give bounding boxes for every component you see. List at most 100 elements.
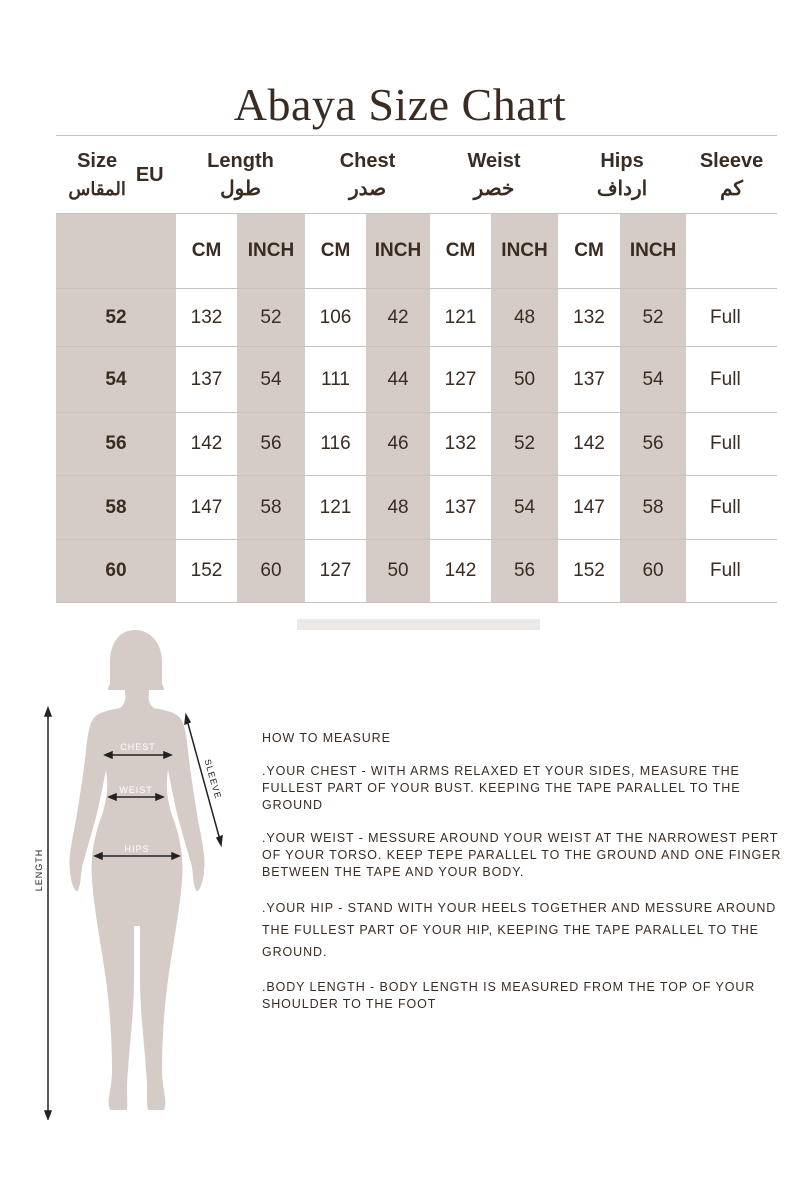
- cell-size: 60: [56, 539, 176, 603]
- weist-label-ar: خصر: [473, 177, 515, 200]
- howto-chest: .YOUR CHEST - WITH ARMS RELAXED ET YOUR …: [262, 764, 741, 812]
- cell-length-in: 58: [237, 475, 305, 540]
- unit-cm: CM: [305, 213, 366, 289]
- cell-chest-cm: 106: [305, 288, 366, 347]
- hips-label: Hips: [600, 149, 644, 172]
- howto-weist: .YOUR WEIST - MESSURE AROUND YOUR WEIST …: [262, 831, 782, 879]
- hips-figure-label: HIPS: [124, 844, 149, 854]
- table-row: 52 132 52 106 42 121 48 132 52 Full: [56, 288, 778, 347]
- cell-length-in: 52: [237, 288, 305, 347]
- howto-length: .BODY LENGTH - BODY LENGTH IS MEASURED F…: [262, 980, 756, 1011]
- cell-chest-in: 48: [366, 475, 431, 540]
- divider-bar: [297, 619, 540, 630]
- page-title: Abaya Size Chart: [233, 79, 567, 130]
- header-length: Length طول: [176, 135, 305, 214]
- weist-label: Weist: [467, 149, 521, 172]
- cell-weist-in: 54: [491, 475, 559, 540]
- size-label-ar: المقاس: [68, 178, 126, 199]
- eu-label: EU: [135, 163, 164, 186]
- cell-chest-in: 42: [366, 288, 431, 347]
- cell-weist-in: 52: [491, 412, 559, 476]
- cell-weist-cm: 142: [430, 539, 492, 603]
- cell-hips-in: 52: [620, 288, 687, 347]
- cell-sleeve: Full: [686, 412, 778, 476]
- header-size: Size المقاس EU: [56, 135, 176, 214]
- cell-chest-in: 44: [366, 346, 431, 413]
- cell-weist-cm: 127: [430, 346, 492, 413]
- howto-hip: .YOUR HIP - STAND WITH YOUR HEELS TOGETH…: [262, 901, 777, 959]
- header-weist: Weist خصر: [430, 135, 559, 214]
- cell-length-cm: 137: [176, 346, 237, 413]
- body-silhouette: [69, 630, 205, 1110]
- cell-weist-cm: 137: [430, 475, 492, 540]
- size-chart-table: Size المقاس EU Length طول Chest صدر Weist خصر…: [56, 135, 778, 603]
- howto-heading: HOW TO MEASURE: [262, 731, 391, 745]
- table-row: 54 137 54 111 44 127 50 137 54 Full: [56, 346, 778, 413]
- cell-hips-in: 58: [620, 475, 687, 540]
- header-row: Size المقاس EU Length طول Chest صدر Weist خصر…: [56, 135, 778, 214]
- cell-size: 52: [56, 288, 176, 347]
- cell-weist-in: 48: [491, 288, 559, 347]
- cell-sleeve: Full: [686, 288, 778, 347]
- weist-figure-label: WEIST: [119, 785, 153, 795]
- unit-empty: [56, 213, 176, 289]
- header-chest: Chest صدر: [305, 135, 431, 214]
- unit-inch: INCH: [491, 213, 559, 289]
- cell-chest-in: 46: [366, 412, 431, 476]
- how-to-measure: HOW TO MEASURE .YOUR CHEST - WITH ARMS R…: [262, 730, 792, 1029]
- unit-cm: CM: [176, 213, 237, 289]
- table-row: 58 147 58 121 48 137 54 147 58 Full: [56, 475, 778, 540]
- cell-sleeve: Full: [686, 475, 778, 540]
- cell-hips-in: 54: [620, 346, 687, 413]
- cell-length-cm: 147: [176, 475, 237, 540]
- chest-figure-label: CHEST: [120, 742, 156, 752]
- cell-chest-cm: 121: [305, 475, 366, 540]
- cell-hips-cm: 137: [558, 346, 621, 413]
- cell-length-in: 56: [237, 412, 305, 476]
- sleeve-figure-label: SLEEVE: [202, 758, 223, 800]
- cell-chest-cm: 111: [305, 346, 366, 413]
- cell-hips-cm: 132: [558, 288, 621, 347]
- cell-length-cm: 142: [176, 412, 237, 476]
- unit-cm: CM: [430, 213, 492, 289]
- cell-hips-in: 60: [620, 539, 687, 603]
- cell-hips-in: 56: [620, 412, 687, 476]
- cell-hips-cm: 147: [558, 475, 621, 540]
- sleeve-label: Sleeve: [699, 149, 764, 172]
- cell-size: 56: [56, 412, 176, 476]
- size-label: Size: [77, 149, 118, 172]
- unit-cm: CM: [558, 213, 621, 289]
- header-sleeve: Sleeve كم: [686, 135, 778, 214]
- unit-empty: [686, 213, 778, 289]
- unit-inch: INCH: [237, 213, 305, 289]
- cell-size: 54: [56, 346, 176, 413]
- cell-sleeve: Full: [686, 539, 778, 603]
- chest-label-ar: صدر: [348, 177, 387, 200]
- cell-length-in: 60: [237, 539, 305, 603]
- table-row: 56 142 56 116 46 132 52 142 56 Full: [56, 412, 778, 476]
- cell-chest-cm: 127: [305, 539, 366, 603]
- cell-weist-cm: 121: [430, 288, 492, 347]
- cell-length-cm: 132: [176, 288, 237, 347]
- unit-row: CM INCH CM INCH CM INCH CM INCH: [56, 213, 778, 289]
- cell-length-in: 54: [237, 346, 305, 413]
- cell-chest-cm: 116: [305, 412, 366, 476]
- header-hips: Hips ارداف: [558, 135, 687, 214]
- chest-label: Chest: [339, 149, 396, 172]
- hips-label-ar: ارداف: [596, 177, 648, 200]
- unit-inch: INCH: [620, 213, 687, 289]
- cell-weist-in: 56: [491, 539, 559, 603]
- cell-length-cm: 152: [176, 539, 237, 603]
- sleeve-label-ar: كم: [720, 177, 743, 200]
- body-measurement-figure: CHEST WEIST HIPS SLEEVE LENGTH: [34, 630, 223, 1120]
- cell-hips-cm: 152: [558, 539, 621, 603]
- unit-inch: INCH: [366, 213, 431, 289]
- table-row: 60 152 60 127 50 142 56 152 60 Full: [56, 539, 778, 603]
- cell-hips-cm: 142: [558, 412, 621, 476]
- cell-chest-in: 50: [366, 539, 431, 603]
- length-label-ar: طول: [220, 177, 261, 200]
- cell-size: 58: [56, 475, 176, 540]
- length-label: Length: [207, 149, 274, 172]
- cell-weist-in: 50: [491, 346, 559, 413]
- cell-sleeve: Full: [686, 346, 778, 413]
